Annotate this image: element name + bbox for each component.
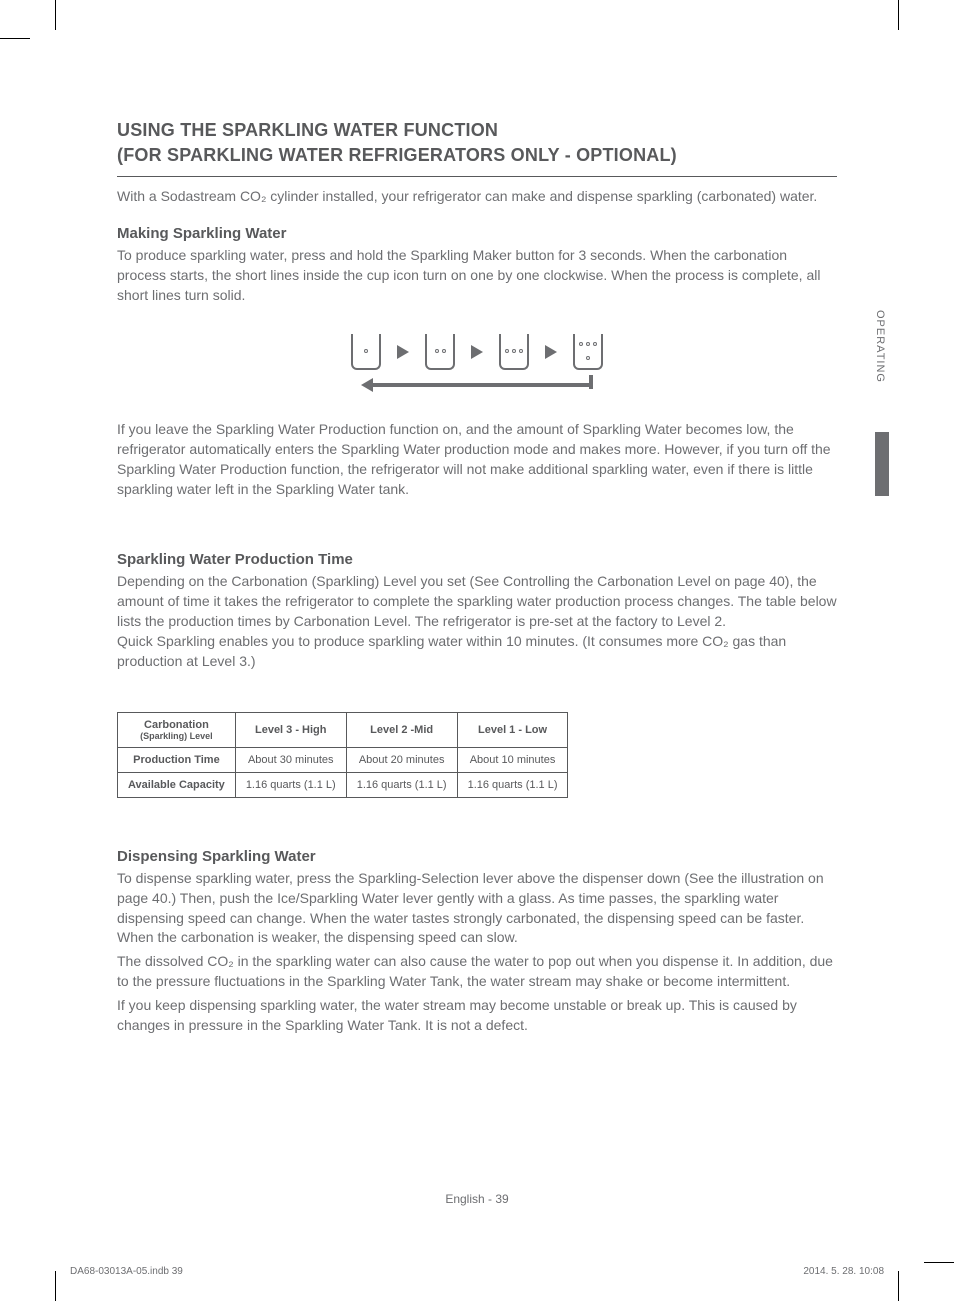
making-heading: Making Sparkling Water: [117, 225, 837, 242]
tbl-hdr-line1: Carbonation: [144, 719, 209, 731]
dispensing-p1: To dispense sparkling water, press the S…: [117, 869, 837, 949]
page-footer: English - 39: [0, 1192, 954, 1206]
cup-icon-3: [499, 334, 529, 370]
cup-icon-4: [573, 334, 603, 370]
tbl-cell: About 30 minutes: [235, 747, 346, 772]
loop-arrow: [117, 378, 837, 392]
making-p2: If you leave the Sparkling Water Product…: [117, 420, 837, 500]
title-line-1: USING THE SPARKLING WATER FUNCTION: [117, 118, 837, 143]
tbl-hdr-l2: Level 2 -Mid: [346, 712, 457, 747]
production-time-table: Carbonation (Sparkling) Level Level 3 - …: [117, 712, 568, 798]
title-line-2: (FOR SPARKLING WATER REFRIGERATORS ONLY …: [117, 143, 837, 168]
production-time-heading: Sparkling Water Production Time: [117, 551, 837, 568]
tbl-cell: About 10 minutes: [457, 747, 568, 772]
cup-sequence: [117, 334, 837, 370]
arrow-icon: [471, 345, 483, 359]
print-meta-date: 2014. 5. 28. 10:08: [803, 1266, 884, 1277]
production-p1: Depending on the Carbonation (Sparkling)…: [117, 572, 837, 632]
tbl-cell: 1.16 quarts (1.1 L): [235, 772, 346, 797]
arrow-icon: [545, 345, 557, 359]
tbl-cell: 1.16 quarts (1.1 L): [346, 772, 457, 797]
tbl-hdr-carbonation: Carbonation (Sparkling) Level: [118, 712, 236, 747]
arrow-left-icon: [361, 378, 373, 392]
dispensing-p3: If you keep dispensing sparkling water, …: [117, 996, 837, 1036]
side-index-block: [875, 432, 889, 496]
cup-icon-2: [425, 334, 455, 370]
cup-icon-1: [351, 334, 381, 370]
side-tab-label: OPERATING: [874, 310, 886, 383]
side-tab: OPERATING: [871, 288, 889, 404]
intro-text: With a Sodastream CO₂ cylinder installed…: [117, 187, 837, 207]
tbl-hdr-l1: Level 1 - Low: [457, 712, 568, 747]
arrow-icon: [397, 345, 409, 359]
table-row: Available Capacity 1.16 quarts (1.1 L) 1…: [118, 772, 568, 797]
title-block: USING THE SPARKLING WATER FUNCTION (FOR …: [117, 118, 837, 177]
making-p1: To produce sparkling water, press and ho…: [117, 246, 837, 306]
tbl-hdr-l3: Level 3 - High: [235, 712, 346, 747]
page-content: USING THE SPARKLING WATER FUNCTION (FOR …: [117, 118, 837, 1036]
print-meta-file: DA68-03013A-05.indb 39: [70, 1266, 183, 1277]
table-row: Production Time About 30 minutes About 2…: [118, 747, 568, 772]
tbl-row-label: Production Time: [118, 747, 236, 772]
dispensing-heading: Dispensing Sparkling Water: [117, 848, 837, 865]
tbl-cell: About 20 minutes: [346, 747, 457, 772]
tbl-row-label: Available Capacity: [118, 772, 236, 797]
dispensing-p2: The dissolved CO₂ in the sparkling water…: [117, 952, 837, 992]
production-p2: Quick Sparkling enables you to produce s…: [117, 632, 837, 672]
table-row: Carbonation (Sparkling) Level Level 3 - …: [118, 712, 568, 747]
tbl-cell: 1.16 quarts (1.1 L): [457, 772, 568, 797]
tbl-hdr-line2: (Sparkling) Level: [128, 731, 225, 741]
